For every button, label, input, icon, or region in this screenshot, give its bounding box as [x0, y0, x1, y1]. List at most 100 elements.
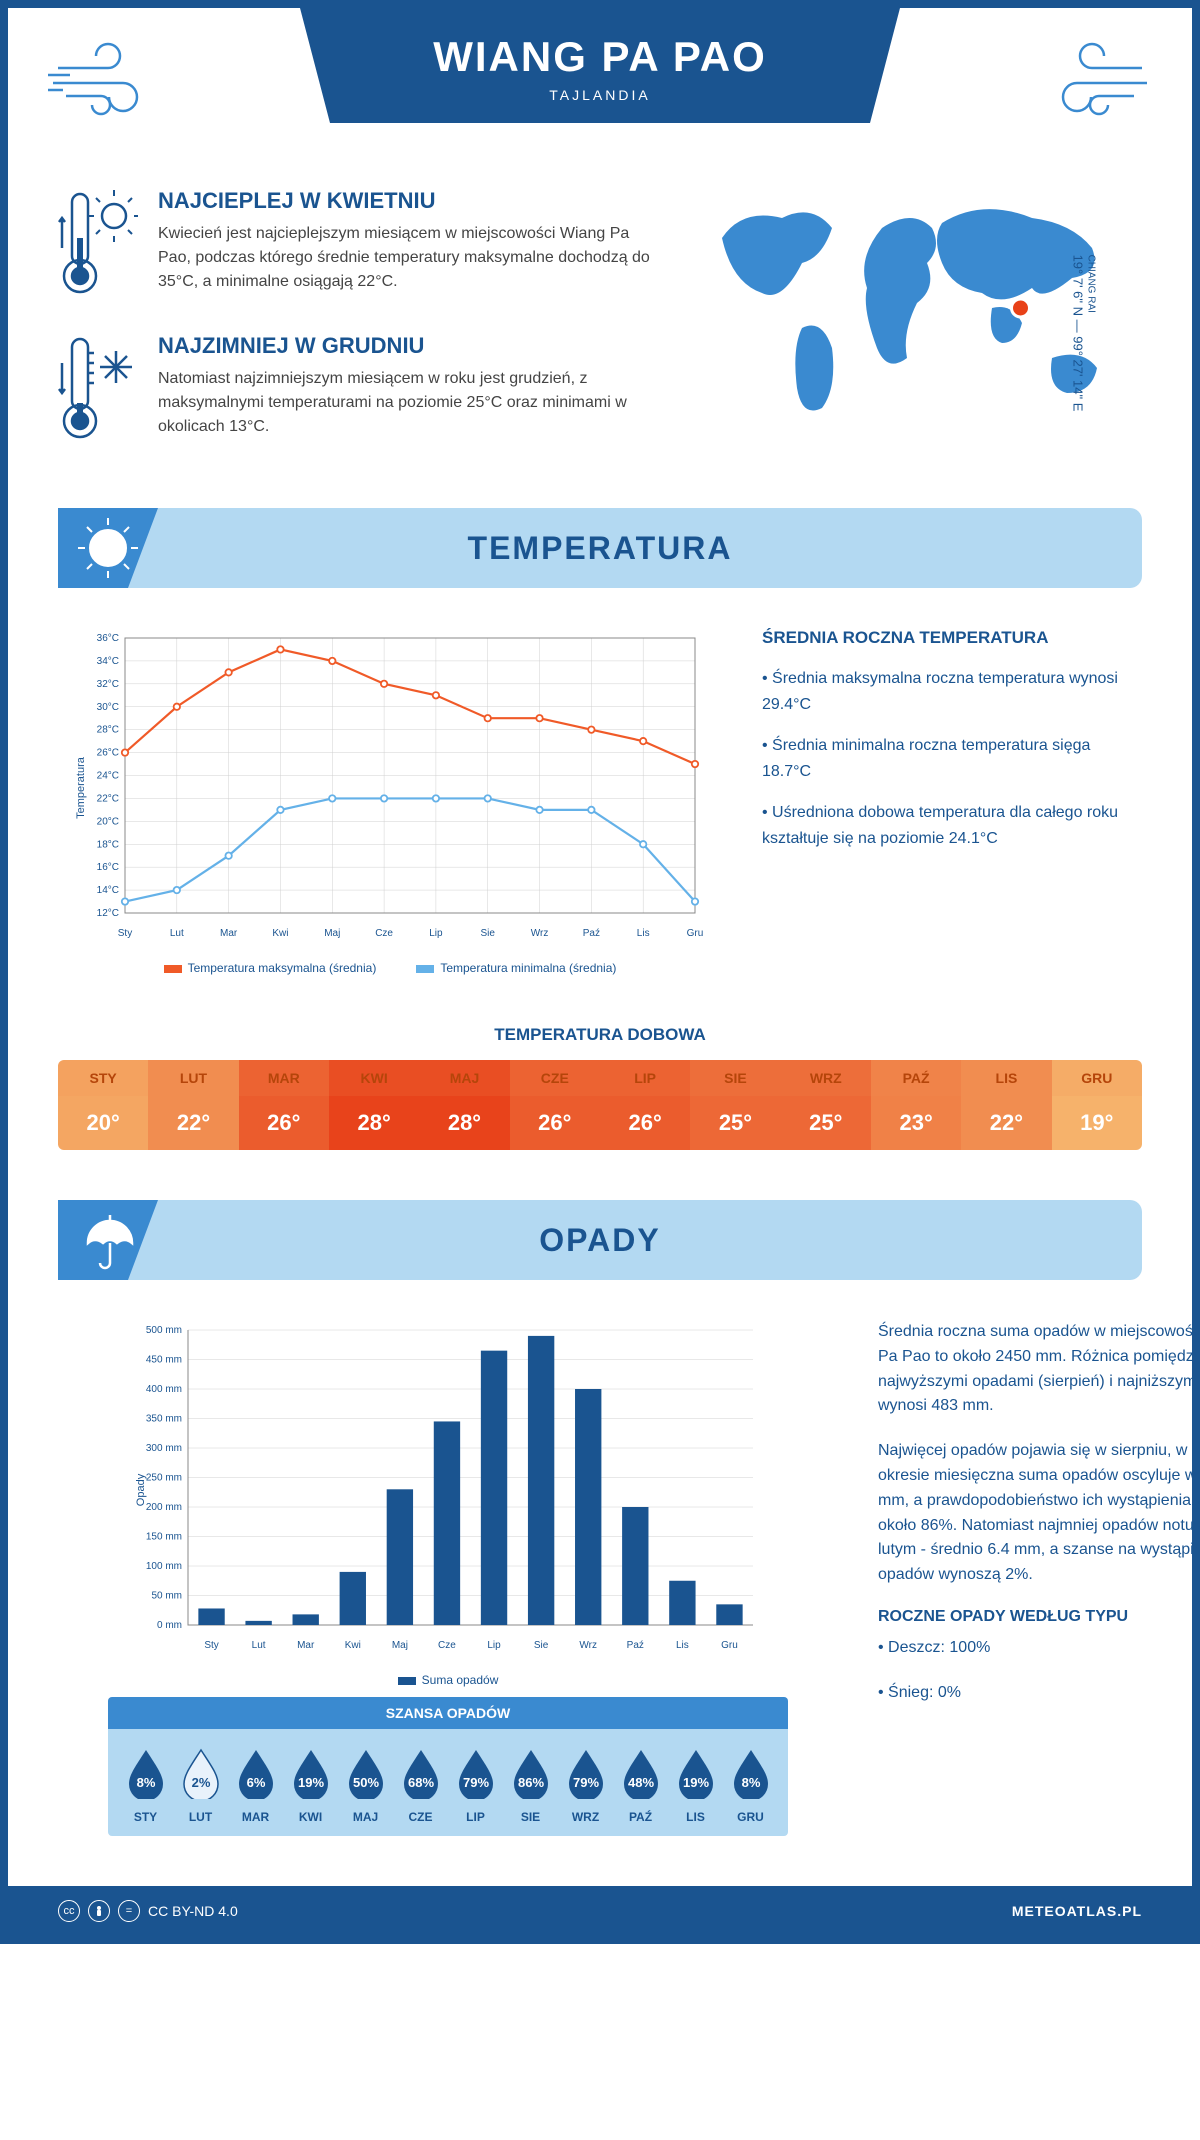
daily-temp-heading: TEMPERATURA DOBOWA — [8, 1025, 1192, 1045]
sun-icon — [58, 508, 158, 588]
svg-text:79%: 79% — [462, 1775, 488, 1790]
svg-text:Maj: Maj — [392, 1640, 408, 1651]
rain-chance-drop: 2% LUT — [173, 1747, 228, 1824]
precip-type-bullet: • Deszcz: 100% — [878, 1636, 1200, 1661]
svg-text:19%: 19% — [682, 1775, 708, 1790]
svg-text:2%: 2% — [191, 1775, 210, 1790]
svg-text:Lip: Lip — [487, 1640, 501, 1651]
svg-text:36°C: 36°C — [97, 633, 119, 644]
page-title: WIANG PA PAO — [320, 33, 880, 81]
svg-text:Lip: Lip — [429, 928, 443, 939]
svg-text:30°C: 30°C — [97, 702, 119, 713]
heat-col: LIP 26° — [600, 1060, 690, 1150]
rain-chance-drop: 86% SIE — [503, 1747, 558, 1824]
heat-col: MAR 26° — [239, 1060, 329, 1150]
svg-text:28°C: 28°C — [97, 725, 119, 736]
intro-section: NAJCIEPLEJ W KWIETNIU Kwiecień jest najc… — [8, 168, 1192, 508]
daily-temp-table: STY 20°LUT 22°MAR 26°KWI 28°MAJ 28°CZE 2… — [58, 1060, 1142, 1150]
rain-chance-drop: 8% STY — [118, 1747, 173, 1824]
svg-text:Mar: Mar — [297, 1640, 315, 1651]
temp-summary-heading: ŚREDNIA ROCZNA TEMPERATURA — [762, 628, 1142, 648]
svg-text:Opady: Opady — [135, 1473, 147, 1506]
temp-bullet: • Średnia minimalna roczna temperatura s… — [762, 733, 1142, 784]
license: cc = CC BY-ND 4.0 — [58, 1900, 238, 1922]
hot-fact: NAJCIEPLEJ W KWIETNIU Kwiecień jest najc… — [58, 188, 662, 303]
svg-text:Paź: Paź — [583, 928, 600, 939]
svg-text:150 mm: 150 mm — [146, 1532, 182, 1543]
svg-text:Lis: Lis — [637, 928, 650, 939]
heat-col: STY 20° — [58, 1060, 148, 1150]
temperature-chart: 12°C14°C16°C18°C20°C22°C24°C26°C28°C30°C… — [58, 628, 722, 975]
precip-para: Średnia roczna suma opadów w miejscowośc… — [878, 1320, 1200, 1419]
temperature-heading: TEMPERATURA — [58, 530, 1142, 567]
temperature-summary: ŚREDNIA ROCZNA TEMPERATURA • Średnia mak… — [762, 628, 1142, 975]
title-banner: WIANG PA PAO TAJLANDIA — [300, 8, 900, 123]
heat-col: WRZ 25° — [781, 1060, 871, 1150]
svg-text:Paź: Paź — [627, 1640, 644, 1651]
svg-text:16°C: 16°C — [97, 862, 119, 873]
by-icon — [88, 1900, 110, 1922]
rain-chance-drop: 50% MAJ — [338, 1747, 393, 1824]
svg-text:19%: 19% — [297, 1775, 323, 1790]
legend-item: Temperatura minimalna (średnia) — [416, 961, 616, 975]
heat-col: LIS 22° — [961, 1060, 1051, 1150]
svg-text:50 mm: 50 mm — [151, 1591, 182, 1602]
header: WIANG PA PAO TAJLANDIA — [8, 8, 1192, 168]
svg-text:79%: 79% — [572, 1775, 598, 1790]
svg-text:8%: 8% — [741, 1775, 760, 1790]
svg-text:48%: 48% — [627, 1775, 653, 1790]
wind-icon — [48, 38, 168, 123]
svg-text:Lut: Lut — [252, 1640, 266, 1651]
svg-text:Kwi: Kwi — [345, 1640, 361, 1651]
precipitation-summary: Średnia roczna suma opadów w miejscowośc… — [878, 1320, 1200, 1836]
temp-bullet: • Uśredniona dobowa temperatura dla całe… — [762, 800, 1142, 851]
rain-chance-drop: 68% CZE — [393, 1747, 448, 1824]
svg-text:Sie: Sie — [534, 1640, 549, 1651]
thermometer-cold-icon — [58, 333, 138, 448]
rain-chance-drop: 48% PAŹ — [613, 1747, 668, 1824]
legend-item: Temperatura maksymalna (średnia) — [164, 961, 377, 975]
rain-chance-drop: 79% WRZ — [558, 1747, 613, 1824]
rain-chance-drop: 19% LIS — [668, 1747, 723, 1824]
precipitation-banner: OPADY — [58, 1200, 1142, 1280]
precip-para: Najwięcej opadów pojawia się w sierpniu,… — [878, 1439, 1200, 1588]
svg-text:Gru: Gru — [721, 1640, 738, 1651]
svg-text:200 mm: 200 mm — [146, 1502, 182, 1513]
rain-chance-drop: 79% LIP — [448, 1747, 503, 1824]
heat-col: GRU 19° — [1052, 1060, 1142, 1150]
cold-text: Natomiast najzimniejszym miesiącem w rok… — [158, 367, 662, 439]
svg-text:Wrz: Wrz — [531, 928, 549, 939]
svg-text:Sty: Sty — [118, 928, 132, 939]
rain-chance-panel: SZANSA OPADÓW 8% STY 2% LUT 6% MAR 19% K… — [108, 1697, 788, 1836]
temp-bullet: • Średnia maksymalna roczna temperatura … — [762, 666, 1142, 717]
svg-text:22°C: 22°C — [97, 793, 119, 804]
svg-text:8%: 8% — [136, 1775, 155, 1790]
coordinates: CHIANG RAI 19° 7' 6" N — 99° 27' 14" E — [1071, 255, 1097, 412]
rain-chance-drop: 19% KWI — [283, 1747, 338, 1824]
page-subtitle: TAJLANDIA — [320, 87, 880, 103]
svg-text:Mar: Mar — [220, 928, 238, 939]
svg-text:Maj: Maj — [324, 928, 340, 939]
footer: cc = CC BY-ND 4.0 METEOATLAS.PL — [8, 1886, 1192, 1936]
svg-text:100 mm: 100 mm — [146, 1561, 182, 1572]
umbrella-icon — [58, 1200, 158, 1280]
heat-col: SIE 25° — [690, 1060, 780, 1150]
license-text: CC BY-ND 4.0 — [148, 1903, 238, 1919]
svg-text:Wrz: Wrz — [579, 1640, 597, 1651]
location-marker-icon — [1012, 299, 1030, 317]
svg-text:Temperatura: Temperatura — [75, 756, 87, 819]
svg-text:300 mm: 300 mm — [146, 1443, 182, 1454]
svg-text:14°C: 14°C — [97, 885, 119, 896]
temperature-banner: TEMPERATURA — [58, 508, 1142, 588]
precipitation-chart: 0 mm50 mm100 mm150 mm200 mm250 mm300 mm3… — [58, 1320, 838, 1836]
heat-col: KWI 28° — [329, 1060, 419, 1150]
svg-text:400 mm: 400 mm — [146, 1384, 182, 1395]
svg-text:250 mm: 250 mm — [146, 1473, 182, 1484]
svg-text:Kwi: Kwi — [272, 928, 288, 939]
svg-text:12°C: 12°C — [97, 908, 119, 919]
svg-text:Sie: Sie — [481, 928, 496, 939]
svg-text:20°C: 20°C — [97, 816, 119, 827]
svg-text:350 mm: 350 mm — [146, 1414, 182, 1425]
svg-text:68%: 68% — [407, 1775, 433, 1790]
precipitation-legend: Suma opadów — [58, 1673, 838, 1687]
